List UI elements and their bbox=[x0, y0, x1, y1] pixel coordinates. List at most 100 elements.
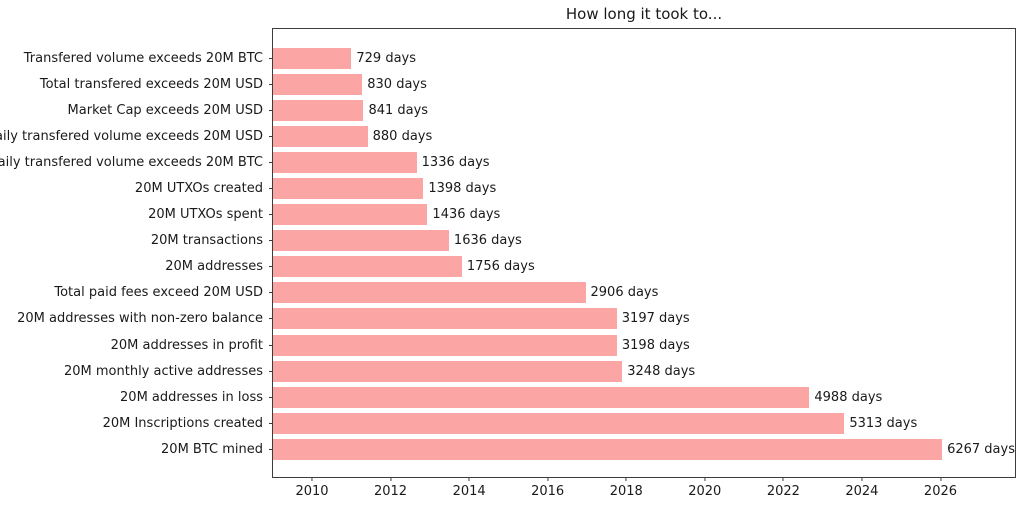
bar-rows: Transfered volume exceeds 20M BTC 729 da… bbox=[0, 29, 1015, 477]
y-tick-mark bbox=[269, 344, 273, 346]
x-tick-mark bbox=[939, 477, 941, 481]
value-label: 1336 days bbox=[421, 154, 490, 170]
value-label: 3197 days bbox=[621, 311, 690, 327]
bar bbox=[273, 256, 462, 278]
x-tick: 2014 bbox=[453, 477, 486, 499]
x-tick: 2016 bbox=[531, 477, 564, 499]
value-label: 880 days bbox=[372, 128, 433, 144]
category-label: 20M BTC mined bbox=[161, 441, 263, 457]
bar-row: 20M BTC mined 6267 days bbox=[161, 436, 1015, 462]
bar bbox=[273, 125, 368, 147]
value-label: 5313 days bbox=[849, 415, 918, 431]
y-tick-mark bbox=[269, 292, 273, 294]
bar bbox=[273, 386, 810, 408]
y-tick-mark bbox=[269, 266, 273, 268]
bar bbox=[273, 47, 352, 69]
category-label: Daily transfered volume exceeds 20M USD bbox=[0, 128, 263, 144]
category-label: 20M addresses with non-zero balance bbox=[17, 311, 263, 327]
bar bbox=[273, 178, 424, 200]
category-label: 20M UTXOs spent bbox=[148, 207, 263, 223]
value-label: 3198 days bbox=[621, 337, 690, 353]
category-label: 20M addresses in profit bbox=[110, 337, 263, 353]
value-label: 830 days bbox=[367, 76, 427, 92]
value-label: 841 days bbox=[368, 102, 429, 118]
x-tick-mark bbox=[547, 477, 549, 481]
x-tick: 2026 bbox=[924, 477, 957, 499]
value-label: 3248 days bbox=[627, 363, 696, 379]
y-tick-mark bbox=[269, 161, 273, 163]
x-tick-label: 2018 bbox=[609, 484, 643, 499]
bar-row: 20M Inscriptions created 5313 days bbox=[103, 410, 1015, 436]
x-tick-mark bbox=[704, 477, 706, 481]
value-label: 4988 days bbox=[814, 389, 883, 405]
category-label: Total paid fees exceed 20M USD bbox=[54, 285, 263, 301]
y-tick-mark bbox=[269, 422, 273, 424]
value-label: 6267 days bbox=[947, 441, 1015, 457]
bar bbox=[273, 73, 363, 95]
bar-row: Total paid fees exceed 20M USD 2906 days bbox=[54, 280, 1015, 306]
x-tick: 2012 bbox=[374, 477, 407, 499]
value-label: 729 days bbox=[356, 50, 417, 66]
x-tick-label: 2012 bbox=[373, 484, 408, 499]
bar-row: 20M addresses in profit 3198 days bbox=[111, 332, 1015, 358]
bar bbox=[273, 151, 417, 173]
x-tick-label: 2020 bbox=[688, 484, 722, 499]
bar-row: 20M addresses with non-zero balance 3197… bbox=[17, 306, 1015, 332]
category-label: Daily transfered volume exceeds 20M BTC bbox=[0, 154, 263, 170]
x-tick-mark bbox=[861, 477, 863, 481]
category-label: 20M transactions bbox=[150, 233, 263, 249]
value-label: 2906 days bbox=[590, 285, 659, 301]
y-tick-mark bbox=[269, 83, 273, 85]
bar-row: 20M addresses in loss 4988 days bbox=[120, 384, 1015, 410]
category-label: Transfered volume exceeds 20M BTC bbox=[23, 50, 263, 66]
x-tick-label: 2024 bbox=[845, 484, 879, 499]
x-tick-mark bbox=[311, 477, 313, 481]
x-tick-label: 2014 bbox=[452, 484, 486, 499]
bar bbox=[273, 334, 617, 356]
y-tick-mark bbox=[269, 370, 273, 372]
x-tick-label: 2026 bbox=[923, 484, 958, 499]
bar-row: Daily transfered volume exceeds 20M BTC … bbox=[0, 149, 1015, 175]
value-label: 1436 days bbox=[432, 207, 501, 223]
bar-row: Transfered volume exceeds 20M BTC 729 da… bbox=[24, 45, 1015, 71]
category-label: 20M addresses bbox=[165, 259, 263, 275]
y-tick-mark bbox=[269, 214, 273, 216]
x-tick-mark bbox=[468, 477, 470, 481]
bar bbox=[273, 282, 586, 304]
category-label: Market Cap exceeds 20M USD bbox=[67, 102, 263, 118]
bar bbox=[273, 99, 364, 121]
category-label: 20M addresses in loss bbox=[120, 389, 263, 405]
x-tick: 2018 bbox=[610, 477, 643, 499]
bar-row: Market Cap exceeds 20M USD 841 days bbox=[68, 97, 1015, 123]
category-label: 20M Inscriptions created bbox=[102, 415, 263, 431]
bar bbox=[273, 412, 845, 434]
bar-row: 20M UTXOs spent 1436 days bbox=[148, 202, 1015, 228]
y-tick-mark bbox=[269, 135, 273, 137]
value-label: 1398 days bbox=[428, 181, 497, 197]
x-tick-mark bbox=[625, 477, 627, 481]
category-label: 20M UTXOs created bbox=[134, 181, 263, 197]
y-tick-mark bbox=[269, 396, 273, 398]
y-tick-mark bbox=[269, 240, 273, 242]
bar-row: 20M monthly active addresses 3248 days bbox=[64, 358, 1015, 384]
chart-title: How long it took to... bbox=[565, 5, 723, 23]
y-tick-mark bbox=[269, 109, 273, 111]
x-tick-mark bbox=[390, 477, 392, 481]
x-tick: 2010 bbox=[295, 477, 329, 499]
x-tick-label: 2016 bbox=[531, 484, 565, 499]
plot-area: Transfered volume exceeds 20M BTC 729 da… bbox=[0, 28, 1016, 499]
category-label: Total transfered exceeds 20M USD bbox=[39, 76, 263, 92]
x-tick: 2024 bbox=[845, 477, 878, 499]
bar bbox=[273, 230, 449, 252]
y-tick-mark bbox=[269, 57, 273, 59]
y-tick-mark bbox=[269, 448, 273, 450]
bar-row: Total transfered exceeds 20M USD 830 day… bbox=[40, 71, 1015, 97]
bar-row: 20M transactions 1636 days bbox=[151, 228, 1015, 254]
x-tick: 2022 bbox=[767, 477, 800, 499]
y-tick-mark bbox=[269, 318, 273, 320]
bar-row: 20M addresses 1756 days bbox=[165, 254, 1015, 280]
bar-row: 20M UTXOs created 1398 days bbox=[135, 175, 1015, 201]
category-label: 20M monthly active addresses bbox=[63, 363, 263, 379]
y-tick-mark bbox=[269, 188, 273, 190]
